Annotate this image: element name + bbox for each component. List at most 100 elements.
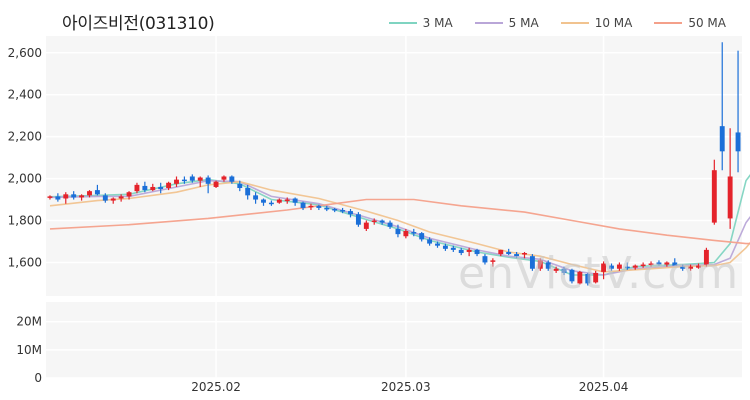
candle-body [142, 185, 148, 191]
candle-body [205, 177, 211, 184]
candle-body [648, 263, 654, 265]
candle-body [640, 264, 646, 267]
legend-item-3ma: 3 MA [388, 16, 453, 30]
candle-body [703, 249, 709, 265]
candle-body [537, 260, 543, 269]
candle-body [490, 260, 496, 262]
candle-body [63, 194, 69, 199]
candle-body [189, 176, 195, 181]
volume-tick-label: 0 [34, 371, 42, 385]
candle-body [348, 211, 353, 215]
candle-body [316, 205, 322, 208]
candle-body [482, 256, 488, 263]
candle-body [79, 195, 85, 198]
candle-body [245, 188, 251, 196]
candle-body [221, 176, 227, 180]
candle-body [419, 233, 425, 240]
candle-body [727, 176, 733, 219]
candle-body [181, 179, 187, 182]
candle-body [680, 266, 686, 269]
legend-item-10ma: 10 MA [560, 16, 633, 30]
candle-body [197, 177, 203, 181]
candle-body [268, 202, 274, 205]
x-tick-label: 2025.04 [579, 380, 629, 394]
candle-body [229, 176, 235, 182]
legend-label-5ma: 5 MA [508, 16, 539, 30]
candle-body [593, 272, 599, 283]
candle-body [355, 214, 361, 225]
watermark: enVictV.com [458, 248, 740, 299]
candle-body [308, 205, 314, 208]
candle-body [719, 126, 725, 152]
candle-body [276, 199, 282, 203]
candle-body [529, 256, 535, 269]
candle-body [450, 247, 456, 250]
candle-body [498, 249, 504, 255]
candle-body [371, 220, 377, 223]
candle-body [411, 232, 417, 234]
volume-panel [46, 302, 742, 378]
candle-body [340, 210, 346, 212]
candle-body [711, 170, 717, 223]
candle-body [158, 186, 164, 190]
candle-body [672, 262, 678, 266]
legend-swatch-10ma [560, 22, 589, 24]
candle-body [300, 202, 306, 208]
candle-body [522, 253, 527, 255]
candle-body [656, 262, 662, 265]
candle-body [688, 266, 694, 269]
candle-body [87, 191, 92, 196]
candle-body [237, 183, 243, 189]
y-tick-label: 2,200 [8, 130, 42, 144]
candle-body [379, 220, 385, 223]
candle-body [118, 196, 124, 199]
candle-body [632, 265, 638, 268]
candle-body [664, 262, 670, 265]
candle-body [126, 192, 132, 197]
candle-body [435, 243, 440, 246]
ma-line-3ma [49, 174, 750, 276]
candle-body [474, 249, 480, 255]
candle-body [616, 264, 622, 269]
legend-swatch-5ma [474, 22, 503, 24]
candle-body [332, 208, 338, 211]
y-tick-label: 1,600 [8, 255, 42, 269]
candle-body [253, 195, 259, 200]
candle-body [601, 263, 607, 272]
candle-body [545, 262, 551, 269]
ma-line-10ma [49, 180, 750, 273]
ma-line-5ma [49, 179, 750, 276]
y-tick-label: 2,000 [8, 172, 42, 186]
candle-body [442, 245, 448, 249]
candle-body [514, 254, 520, 257]
legend-swatch-50ma [654, 22, 683, 24]
candle-body [569, 269, 575, 282]
chart-title: 아이즈비전(031310) [62, 14, 215, 34]
candle-body [284, 199, 290, 202]
legend-label-50ma: 50 MA [688, 16, 726, 30]
legend-item-5ma: 5 MA [474, 16, 539, 30]
candle-body [213, 181, 219, 187]
candle-body [577, 271, 583, 284]
y-tick-label: 1,800 [8, 214, 42, 228]
candle-body [387, 222, 393, 227]
ma-line-50ma [49, 198, 750, 245]
candle-body [55, 196, 61, 200]
price-panel [46, 36, 742, 296]
legend-label-10ma: 10 MA [594, 16, 633, 30]
legend: 3 MA 5 MA 10 MA 50 MA [388, 16, 726, 30]
candle-body [466, 249, 472, 252]
candle-body [292, 198, 298, 203]
candle-body [134, 184, 140, 192]
candle-body [427, 239, 433, 244]
legend-item-50ma: 50 MA [654, 16, 726, 30]
candle-body [150, 186, 156, 191]
candle-body [506, 251, 512, 255]
candle-body [403, 231, 409, 237]
candle-body [47, 196, 53, 198]
candle-body [553, 268, 559, 271]
legend-swatch-3ma [388, 22, 417, 24]
candle-body [395, 228, 401, 235]
candle-body [624, 266, 630, 269]
